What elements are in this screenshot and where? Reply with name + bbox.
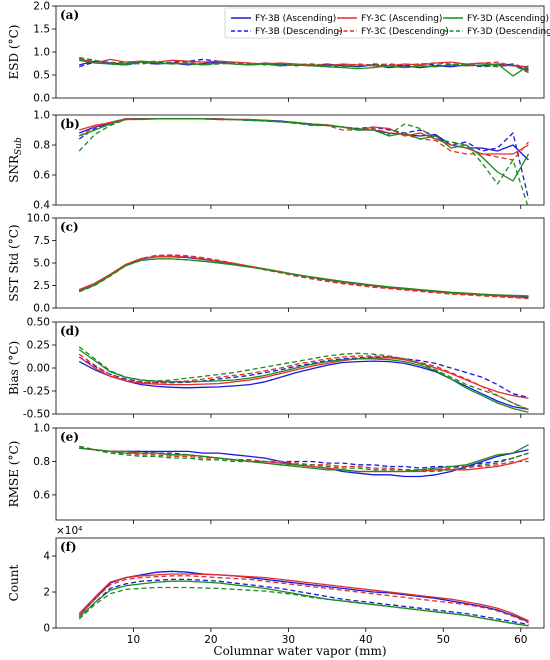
x-tick-label: 60 <box>514 634 527 646</box>
series-group <box>79 56 529 77</box>
series-line-fy-3c-descending <box>78 353 529 411</box>
plot-frame <box>55 114 545 206</box>
legend-label: FY-3D (Descending) <box>467 27 550 37</box>
panel-f: 0 2 4 10 20 30 40 50 60 (f) Count ×10⁴ <box>7 525 545 646</box>
y-tick-label: 0.00 <box>27 363 50 375</box>
x-tick-label: 40 <box>359 634 372 646</box>
series-group <box>78 570 529 627</box>
x-tick-label: 20 <box>204 634 217 646</box>
series-line-fy-3d-descending <box>79 445 529 473</box>
y-axis-label: SNRSub <box>7 137 24 183</box>
x-tick-label: 30 <box>282 634 295 646</box>
series-line-fy-3b-descending <box>78 578 529 626</box>
panel-letter: (a) <box>60 8 79 22</box>
series-line-fy-3d-descending <box>78 118 529 205</box>
y-tick-label: 0.25 <box>27 340 50 352</box>
series-group <box>78 346 529 413</box>
series-line-fy-3d-descending <box>78 586 529 627</box>
series-line-fy-3d-descending <box>79 56 529 74</box>
panel-b: 0.4 0.6 0.8 1.0 (b) SNRSub <box>7 110 545 212</box>
panel-letter: (f) <box>60 540 77 554</box>
x-tick-label: 50 <box>437 634 450 646</box>
series-line-fy-3b-descending <box>78 118 530 200</box>
y-tick-label: 4 <box>43 551 50 563</box>
series-line-fy-3d-ascending <box>78 118 530 182</box>
y-tick-label: 0.8 <box>33 140 50 152</box>
panel-d: -0.50 -0.25 0.00 0.25 0.50 (d) Bias (°C) <box>7 317 545 421</box>
y-axis-label: Count <box>7 564 21 601</box>
plot-frame <box>55 427 545 521</box>
legend-label: FY-3B (Ascending) <box>255 14 336 24</box>
y-axis-label: Bias (°C) <box>7 341 21 395</box>
y-tick-label: 0.5 <box>33 70 50 82</box>
legend-label: FY-3B (Descending) <box>255 27 343 37</box>
series-line-fy-3d-descending <box>78 258 529 297</box>
series-line-fy-3d-descending <box>78 346 529 411</box>
legend-label: FY-3C (Ascending) <box>361 14 442 24</box>
y-tick-label: 0.4 <box>33 200 50 212</box>
y-tick-label: 0.0 <box>33 93 50 105</box>
y-tick-label: 10.0 <box>27 213 50 225</box>
y-axis-label: SST Std (°C) <box>7 224 21 301</box>
series-line-fy-3c-descending <box>79 445 529 471</box>
y-tick-label: 1.0 <box>33 110 50 122</box>
x-axis-label: Columnar water vapor (mm) <box>213 644 386 658</box>
series-line-fy-3c-descending <box>78 254 529 300</box>
series-line-fy-3c-descending <box>79 58 529 72</box>
series-line-fy-3c-descending <box>78 575 529 624</box>
y-tick-label: 7.5 <box>33 235 50 247</box>
y-tick-label: 1.0 <box>33 423 50 435</box>
x-tick-label: 10 <box>127 634 140 646</box>
legend: FY-3B (Ascending) FY-3C (Ascending) FY-3D … <box>224 7 550 39</box>
panel-letter: (d) <box>60 324 80 338</box>
y-tick-label: 1.5 <box>33 24 50 36</box>
legend-label: FY-3D (Ascending) <box>467 14 549 24</box>
panel-c: 0.0 2.5 5.0 7.5 10.0 (c) SST Std (°C) <box>7 213 545 315</box>
y-tick-label: 5.0 <box>33 258 50 270</box>
series-group <box>79 444 529 478</box>
y-tick-label: 0.6 <box>33 489 50 501</box>
y-tick-label: -0.50 <box>23 409 50 421</box>
y-axis-label: RMSE (°C) <box>7 441 21 508</box>
plot-frame <box>55 321 545 415</box>
series-line-fy-3d-ascending <box>79 444 529 473</box>
y-tick-label: 0.8 <box>33 456 50 468</box>
y-tick-label: 2.5 <box>33 280 50 292</box>
panel-letter: (c) <box>60 220 79 234</box>
series-group <box>78 118 530 205</box>
y-tick-label: -0.25 <box>23 386 50 398</box>
axis-multiplier: ×10⁴ <box>56 525 82 537</box>
panel-letter: (e) <box>60 430 79 444</box>
y-tick-label: 0.6 <box>33 170 50 182</box>
series-line-fy-3c-ascending <box>78 573 529 622</box>
legend-box <box>224 7 542 39</box>
panel-e: 0.6 0.8 1.0 (e) RMSE (°C) <box>7 423 545 524</box>
series-line-fy-3c-ascending <box>78 356 529 400</box>
panel-letter: (b) <box>60 117 80 131</box>
y-axis-label: ESD (°C) <box>7 25 21 80</box>
y-tick-label: 0.50 <box>27 317 50 329</box>
y-tick-label: 2 <box>43 587 50 599</box>
legend-label: FY-3C (Descending) <box>361 27 449 37</box>
series-group <box>78 254 529 300</box>
series-line-fy-3b-ascending <box>78 570 529 623</box>
y-tick-label: 0 <box>43 623 50 635</box>
y-tick-label: 1.0 <box>33 47 50 59</box>
y-tick-label: 0.0 <box>33 303 50 315</box>
y-tick-label: 2.0 <box>33 1 50 13</box>
